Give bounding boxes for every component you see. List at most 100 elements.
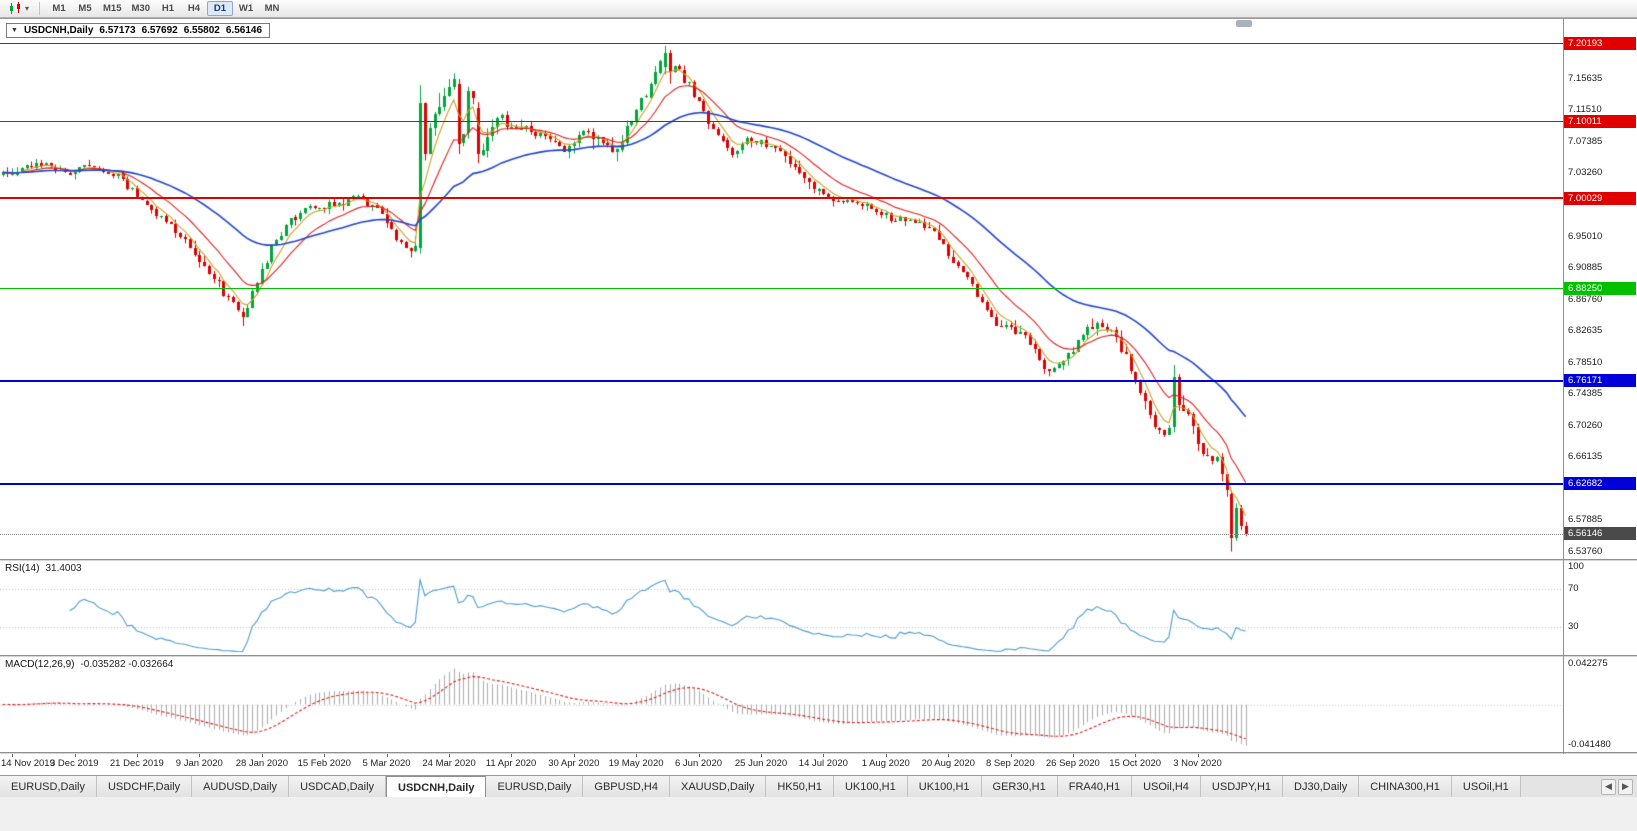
rsi-header: RSI(14) 31.4003 bbox=[5, 563, 82, 574]
chart-tab-15-dj30-daily[interactable]: DJ30,Daily bbox=[1283, 776, 1360, 797]
date-axis-label: 3 Dec 2019 bbox=[50, 758, 99, 769]
date-axis-label: 14 Jul 2020 bbox=[798, 758, 848, 769]
rsi-axis-label: 100 bbox=[1568, 561, 1584, 572]
chart-symbol-title: USDCNH,Daily bbox=[23, 25, 94, 36]
price-axis-label: 6.78510 bbox=[1568, 356, 1603, 368]
chart-tab-11-ger30-h1[interactable]: GER30,H1 bbox=[981, 776, 1058, 797]
time-axis-tick bbox=[1011, 754, 1012, 757]
macd-axis-top-label: 0.042275 bbox=[1568, 658, 1608, 669]
tab-scroll-buttons: ◀ ▶ bbox=[1597, 776, 1637, 797]
timeframe-buttons: M1 M5 M15 M30 H1 H4 D1 W1 MN bbox=[46, 1, 285, 16]
chart-title-overlay: ▼ USDCNH,Daily 6.57173 6.57692 6.55802 6… bbox=[6, 23, 271, 38]
date-axis-label: 24 Mar 2020 bbox=[422, 758, 476, 769]
bottom-filler bbox=[0, 797, 1637, 831]
time-axis-tick bbox=[12, 754, 13, 757]
scroll-tabs-left-icon[interactable]: ◀ bbox=[1601, 778, 1616, 795]
date-axis-label: 14 Nov 2019 bbox=[1, 758, 55, 769]
date-axis-label: 30 Apr 2020 bbox=[548, 758, 600, 769]
chart-tab-2-audusd-daily[interactable]: AUDUSD,Daily bbox=[192, 776, 290, 797]
rsi-axis-label: 30 bbox=[1568, 620, 1579, 632]
chart-tab-9-uk100-h1[interactable]: UK100,H1 bbox=[833, 776, 908, 797]
chart-tab-13-usoil-h4[interactable]: USOil,H4 bbox=[1132, 776, 1201, 797]
price-axis-label: 6.82635 bbox=[1568, 325, 1603, 337]
chart-window: 7.15635 7.11510 7.07385 7.03260 6.95010 6.908… bbox=[0, 18, 1637, 775]
chart-tab-17-usoil-h1[interactable]: USOil,H1 bbox=[1451, 776, 1521, 797]
chart-tab-16-china300-h1[interactable]: CHINA300,H1 bbox=[1359, 776, 1452, 797]
macd-label: MACD(12,26,9) bbox=[5, 659, 75, 670]
macd-values: -0.035282 -0.032664 bbox=[80, 659, 174, 670]
date-axis-label: 28 Jan 2020 bbox=[235, 758, 288, 769]
ohlc-open: 6.57173 bbox=[99, 25, 136, 36]
macd-indicator-canvas[interactable] bbox=[0, 657, 1563, 752]
date-axis-label: 8 Sep 2020 bbox=[986, 758, 1035, 769]
date-axis-label: 15 Oct 2020 bbox=[1109, 758, 1162, 769]
chart-tab-10-uk100-h1[interactable]: UK100,H1 bbox=[907, 776, 982, 797]
toolbar-separator bbox=[39, 2, 41, 15]
chart-tab-14-usdjpy-h1[interactable]: USDJPY,H1 bbox=[1200, 776, 1284, 797]
timeframe-button-h4[interactable]: H4 bbox=[187, 3, 201, 14]
price-level-badge-6.88250: 6.88250 bbox=[1564, 281, 1636, 295]
price-axis-label: 6.74385 bbox=[1568, 388, 1603, 400]
timeframe-button-d1[interactable]: D1 bbox=[206, 1, 233, 16]
chart-tab-7-xauusd-daily[interactable]: XAUUSD,Daily bbox=[669, 776, 767, 797]
date-axis-label: 21 Dec 2019 bbox=[109, 758, 164, 769]
pane-separator[interactable] bbox=[0, 752, 1637, 754]
time-axis-tick bbox=[886, 754, 887, 757]
price-pane: 7.15635 7.11510 7.07385 7.03260 6.95010 6.908… bbox=[0, 19, 1637, 559]
price-axis-label: 7.11510 bbox=[1568, 104, 1602, 116]
macd-axis-bottom-label: -0.041480 bbox=[1568, 739, 1611, 750]
timeframe-button-m30[interactable]: M30 bbox=[131, 3, 150, 14]
chart-shift-marker[interactable] bbox=[1236, 20, 1252, 27]
time-axis-tick bbox=[948, 754, 949, 757]
timeframe-toolbar: ▾ M1 M5 M15 M30 H1 H4 D1 W1 MN bbox=[0, 0, 1637, 18]
pane-separator[interactable] bbox=[0, 655, 1637, 657]
time-axis-tick bbox=[387, 754, 388, 757]
timeframe-button-h1[interactable]: H1 bbox=[161, 3, 175, 14]
rsi-indicator-canvas[interactable] bbox=[0, 561, 1563, 655]
date-axis-label: 1 Aug 2020 bbox=[861, 758, 910, 769]
price-axis[interactable]: 7.15635 7.11510 7.07385 7.03260 6.95010 6.908… bbox=[1564, 19, 1637, 559]
current-price-badge: 6.56146 bbox=[1564, 527, 1636, 541]
timeframe-button-m1[interactable]: M1 bbox=[52, 3, 66, 14]
price-axis-label: 6.53760 bbox=[1568, 545, 1603, 557]
time-axis[interactable]: 14 Nov 2019 3 Dec 2019 21 Dec 2019 9 Jan 20… bbox=[0, 754, 1637, 774]
timeframe-button-m15[interactable]: M15 bbox=[103, 3, 122, 14]
price-axis-label: 6.86760 bbox=[1568, 293, 1603, 305]
time-axis-tick bbox=[1135, 754, 1136, 757]
chart-tab-1-usdchf-daily[interactable]: USDCHF,Daily bbox=[96, 776, 193, 797]
date-axis-label: 11 Apr 2020 bbox=[485, 758, 537, 769]
price-chart-canvas[interactable] bbox=[0, 19, 1563, 559]
date-axis-label: 15 Feb 2020 bbox=[297, 758, 351, 769]
time-axis-tick bbox=[636, 754, 637, 757]
chart-tab-8-hk50-h1[interactable]: HK50,H1 bbox=[766, 776, 834, 797]
price-axis-label: 6.70260 bbox=[1568, 419, 1603, 431]
chart-type-button[interactable]: ▾ bbox=[4, 1, 33, 17]
chevron-down-icon: ▾ bbox=[25, 3, 30, 13]
ohlc-close: 6.56146 bbox=[225, 25, 263, 36]
price-level-badge-6.62682: 6.62682 bbox=[1564, 477, 1636, 491]
macd-header: MACD(12,26,9) -0.035282 -0.032664 bbox=[5, 659, 173, 670]
chart-tab-3-usdcad-daily[interactable]: USDCAD,Daily bbox=[289, 776, 387, 797]
date-axis-label: 20 Aug 2020 bbox=[921, 758, 975, 769]
date-axis-label: 9 Jan 2020 bbox=[175, 758, 223, 769]
chevron-down-icon[interactable]: ▼ bbox=[11, 27, 18, 34]
scroll-tabs-right-icon[interactable]: ▶ bbox=[1618, 778, 1633, 795]
date-axis-label: 3 Nov 2020 bbox=[1173, 758, 1222, 769]
chart-tab-6-gbpusd-h4[interactable]: GBPUSD,H4 bbox=[583, 776, 670, 797]
time-axis-tick bbox=[1073, 754, 1074, 757]
chart-tab-12-fra40-h1[interactable]: FRA40,H1 bbox=[1057, 776, 1133, 797]
macd-axis: 0.042275 -0.041480 bbox=[1564, 657, 1637, 752]
chart-tab-bar: EURUSD,Daily USDCHF,Daily AUDUSD,Daily USDC… bbox=[0, 775, 1637, 797]
chart-tab-4-usdcnh-daily[interactable]: USDCNH,Daily bbox=[386, 776, 487, 797]
date-axis-label: 25 Jun 2020 bbox=[734, 758, 788, 769]
price-axis-label: 7.15635 bbox=[1568, 72, 1603, 84]
timeframe-button-mn[interactable]: MN bbox=[264, 3, 280, 14]
chart-tab-0-eurusd-daily[interactable]: EURUSD,Daily bbox=[0, 776, 97, 797]
timeframe-button-w1[interactable]: W1 bbox=[238, 3, 254, 14]
tab-strip: EURUSD,Daily USDCHF,Daily AUDUSD,Daily USDC… bbox=[0, 776, 1597, 797]
ohlc-high: 6.57692 bbox=[141, 25, 178, 36]
pane-separator[interactable] bbox=[0, 559, 1637, 561]
timeframe-button-m5[interactable]: M5 bbox=[78, 3, 92, 14]
chart-tab-5-eurusd-daily[interactable]: EURUSD,Daily bbox=[486, 776, 584, 797]
